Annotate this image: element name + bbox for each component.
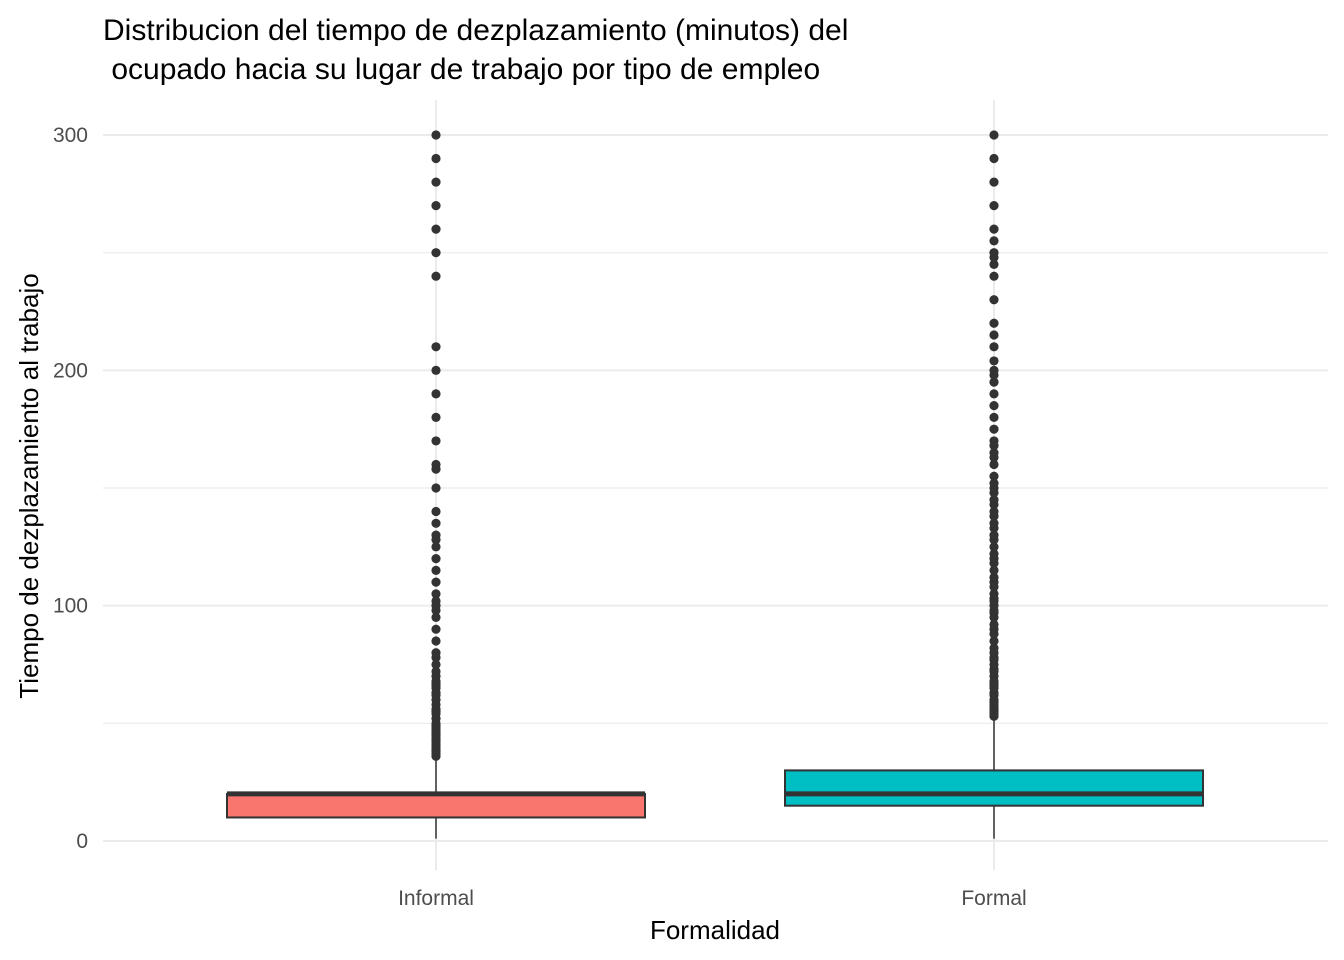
outlier-point <box>431 342 441 352</box>
outlier-point <box>989 365 999 375</box>
outlier-point <box>431 554 441 564</box>
y-axis-title: Tiempo de dezplazamiento al trabajo <box>14 273 44 698</box>
x-axis-ticks: Informal Formal <box>398 887 1027 910</box>
outlier-point <box>431 565 441 575</box>
outlier-point <box>989 412 999 422</box>
outlier-point <box>989 177 999 187</box>
outlier-point <box>431 201 441 211</box>
outlier-point <box>431 659 441 670</box>
outlier-point <box>989 643 999 653</box>
outlier-point <box>989 201 999 211</box>
outlier-point <box>989 506 999 517</box>
outlier-point <box>431 248 441 258</box>
y-tick-label: 300 <box>53 124 88 147</box>
outlier-point <box>431 624 441 634</box>
outlier-point <box>989 389 999 399</box>
outlier-point <box>431 666 441 677</box>
outlier-point <box>989 636 999 646</box>
outlier-point <box>431 518 441 528</box>
outlier-point <box>989 518 999 528</box>
outlier-point <box>431 436 441 446</box>
outlier-point <box>431 577 441 587</box>
grid-lines <box>103 100 1328 870</box>
outlier-point <box>431 648 441 658</box>
outlier-point <box>989 271 999 281</box>
outlier-point <box>989 377 999 387</box>
outlier-point <box>989 224 999 234</box>
outlier-point <box>989 330 999 340</box>
outlier-point <box>989 495 999 505</box>
outlier-point <box>989 542 999 552</box>
y-axis-ticks: 0 100 200 300 <box>53 124 88 853</box>
outlier-point <box>431 483 441 493</box>
outlier-point <box>989 236 999 246</box>
outlier-point <box>431 130 441 140</box>
outlier-point <box>989 436 999 446</box>
box-body <box>226 792 646 819</box>
outlier-point <box>989 295 999 305</box>
outlier-point <box>989 342 999 352</box>
boxes <box>226 130 1204 839</box>
outlier-point <box>431 389 441 399</box>
outlier-point <box>431 271 441 281</box>
outlier-point <box>431 589 441 599</box>
outlier-point <box>431 506 441 517</box>
y-tick-label: 0 <box>76 830 88 853</box>
outlier-point <box>431 153 441 164</box>
outlier-point <box>989 153 999 164</box>
outlier-point <box>989 478 999 488</box>
outlier-point <box>989 549 999 559</box>
outlier-point <box>989 356 999 366</box>
outlier-point <box>431 596 441 606</box>
outlier-point <box>431 224 441 234</box>
outlier-point <box>431 636 441 646</box>
outlier-point <box>989 424 999 434</box>
outlier-point <box>989 459 999 470</box>
outlier-point <box>989 130 999 140</box>
chart-title-line-1: Distribucion del tiempo de dezplazamient… <box>103 14 848 47</box>
outlier-point <box>989 401 999 411</box>
x-tick-label: Formal <box>961 887 1026 910</box>
outlier-point <box>989 318 999 328</box>
outlier-point <box>989 248 999 258</box>
outlier-point <box>431 530 441 540</box>
outlier-point <box>989 448 999 458</box>
outlier-point <box>431 459 441 470</box>
outlier-point <box>431 542 441 552</box>
outlier-point <box>989 565 999 575</box>
box-formal <box>784 130 1204 839</box>
box-body <box>784 769 1204 807</box>
outlier-point <box>989 619 999 630</box>
outlier-point <box>989 589 999 599</box>
outlier-point <box>989 530 999 540</box>
outlier-point <box>989 572 999 583</box>
x-axis-title: Formalidad <box>650 915 780 945</box>
outlier-point <box>989 259 999 270</box>
outlier-point <box>989 471 999 481</box>
outlier-point <box>431 612 441 623</box>
outlier-point <box>431 365 441 375</box>
outlier-point <box>431 177 441 187</box>
box-informal <box>226 130 646 839</box>
x-tick-label: Informal <box>398 887 474 910</box>
outlier-point <box>431 412 441 422</box>
chart-title-line-2: ocupado hacia su lugar de trabajo por ti… <box>103 53 820 86</box>
y-tick-label: 200 <box>53 359 88 382</box>
y-tick-label: 100 <box>53 595 88 618</box>
